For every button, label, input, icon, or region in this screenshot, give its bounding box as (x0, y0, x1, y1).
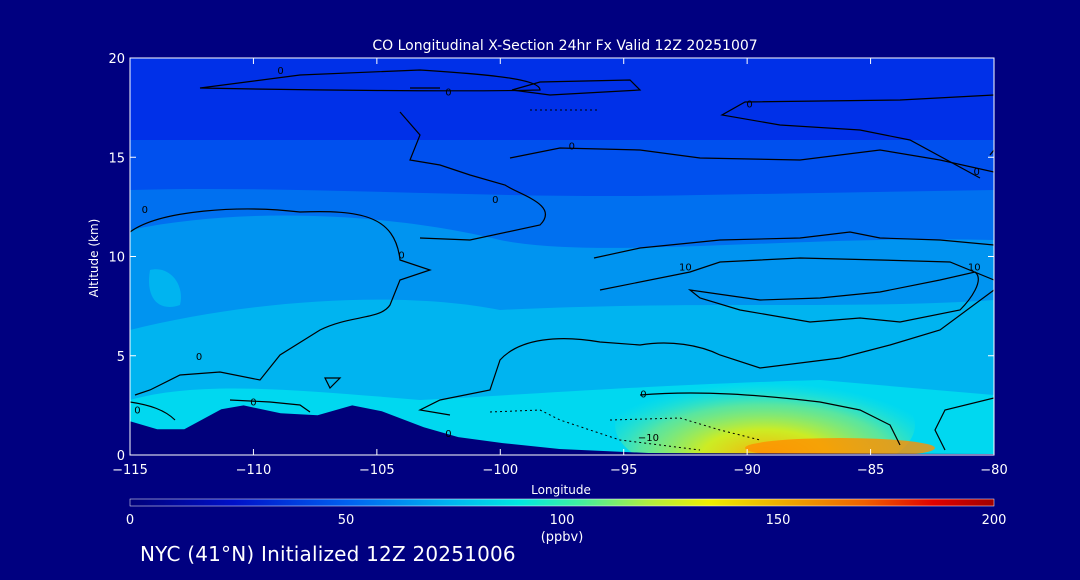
y-tick-label: 5 (117, 350, 125, 365)
field-patch-west (149, 269, 181, 307)
x-tick-label: −80 (980, 463, 1007, 478)
colorbar-ticks: 0 50 100 150 200 (126, 513, 1007, 528)
contour-line (599, 257, 994, 291)
contour-labels: 0 0 0 0 0 0 0 0 10 10 0 0 0 0 0 −10 (134, 66, 980, 444)
contour-lines (130, 69, 994, 451)
contour-label: −10 (638, 433, 659, 444)
y-tick-label: 15 (108, 151, 125, 166)
contour-line (989, 149, 994, 156)
colorbar-tick-label: 150 (766, 513, 791, 528)
x-axis-label: Longitude (531, 483, 591, 497)
contour-line (687, 271, 979, 323)
co-concentration-field (130, 58, 994, 455)
chart-title: CO Longitudinal X-Section 24hr Fx Valid … (372, 38, 757, 54)
x-tick-label: −100 (482, 463, 518, 478)
contour-label: 0 (445, 429, 451, 440)
colorbar-tick-label: 50 (338, 513, 355, 528)
footer-caption: NYC (41°N) Initialized 12Z 20251006 (140, 542, 516, 566)
contour-line (418, 289, 994, 416)
contour-line (130, 401, 176, 421)
x-axis: −115 −110 −105 −100 −95 −90 −85 −80 (112, 58, 1008, 478)
contour-label: 0 (398, 251, 404, 262)
contour-label: 0 (974, 167, 980, 178)
high-co-surface-core (745, 438, 935, 455)
contour-line (399, 111, 547, 241)
contour-label: 0 (134, 405, 140, 416)
y-axis-label: Altitude (km) (87, 219, 101, 298)
contour-label: 0 (746, 100, 752, 111)
high-co-plume (615, 365, 915, 455)
contour-line (130, 208, 432, 396)
colorbar-tick-label: 200 (982, 513, 1007, 528)
colorbar-units: (ppbv) (541, 530, 584, 545)
x-tick-label: −105 (359, 463, 395, 478)
negative-contour-lines (489, 109, 761, 451)
contour-label: 10 (968, 262, 981, 273)
x-tick-label: −85 (857, 463, 884, 478)
contour-line (934, 397, 994, 451)
contour-label: 0 (250, 397, 256, 408)
contour-line (229, 399, 311, 413)
x-tick-label: −110 (236, 463, 272, 478)
x-tick-label: −95 (610, 463, 637, 478)
x-tick-label: −115 (112, 463, 148, 478)
contour-line (639, 392, 901, 446)
y-tick-label: 20 (108, 52, 125, 67)
contour-label: 0 (492, 195, 498, 206)
contour-line (509, 147, 994, 173)
contour-label: 0 (445, 88, 451, 99)
contour-line (324, 377, 342, 390)
contour-label: 0 (196, 352, 202, 363)
x-tick-label: −90 (733, 463, 760, 478)
terrain-mask (130, 405, 994, 455)
contour-label: 0 (277, 66, 283, 77)
y-tick-label: 0 (117, 449, 125, 464)
y-axis: 0 5 10 15 20 (108, 52, 994, 464)
contour-line (609, 417, 761, 441)
contour-label: 0 (569, 141, 575, 152)
contour-line (593, 231, 994, 259)
contour-line (511, 79, 642, 96)
contour-label: 0 (142, 205, 148, 216)
colorbar (129, 498, 995, 507)
contour-label: 0 (640, 389, 646, 400)
y-tick-label: 10 (108, 251, 125, 266)
contour-line (720, 94, 994, 179)
colorbar-tick-label: 0 (126, 513, 134, 528)
colorbar-tick-label: 100 (550, 513, 575, 528)
contour-label: 10 (679, 262, 692, 273)
